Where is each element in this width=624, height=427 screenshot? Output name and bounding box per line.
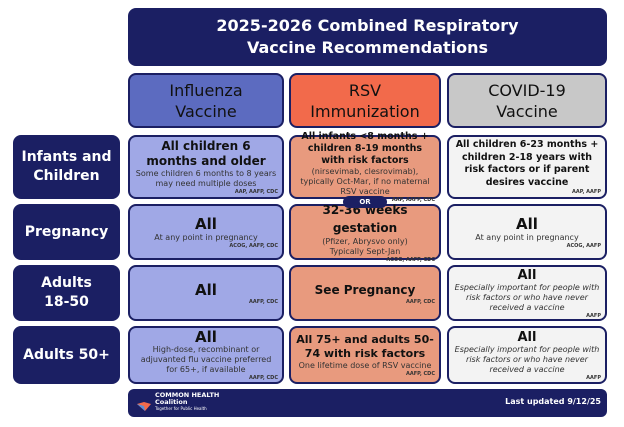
cell-source: ACOG, AAFP	[566, 243, 601, 249]
cell-source: AAFP, CDC	[405, 371, 435, 377]
cell-infants-flu: All children 6 months and older Some chil…	[128, 135, 284, 199]
cell-note: At any point in pregnancy	[154, 233, 258, 242]
cell-main: All	[517, 329, 537, 345]
cell-main: All 75+ and adults 50-74 with risk facto…	[296, 333, 434, 360]
column-header-rsv: RSV Immunization	[289, 73, 441, 128]
cell-note: At any point in pregnancy	[475, 233, 579, 242]
cell-source: AAP, AAFP, CDC	[391, 197, 435, 203]
cell-note: High-dose, recombinant or adjuvanted flu…	[140, 345, 272, 374]
cell-source: AAFP	[586, 374, 601, 381]
column-header-influenza: Influenza Vaccine	[128, 73, 284, 128]
cell-main: All children 6-23 months + children 2-18…	[455, 139, 599, 188]
cell-50plus-covid: All Especially important for people with …	[447, 326, 607, 384]
cell-note: One lifetime dose of RSV vaccine	[298, 361, 432, 370]
or-badge: OR	[343, 196, 387, 208]
footer: COMMON HEALTH Coalition Together for Publi…	[128, 389, 607, 417]
cell-main: All infants <8 months + children 8-19 mo…	[301, 131, 429, 166]
cell-note: (nirsevimab, clesrovimab), typically Oct…	[300, 167, 430, 196]
cell-infants-covid: All children 6-23 months + children 2-18…	[447, 135, 607, 199]
logo-text: COMMON HEALTH Coalition Together for Publi…	[155, 391, 220, 412]
row-label-pregnancy: Pregnancy	[13, 204, 120, 260]
cell-main: All	[517, 267, 537, 283]
cell-source: AAFP, CDC	[248, 299, 278, 305]
cell-note: Especially important for people with ris…	[454, 282, 600, 312]
row-label-infants: Infants and Children	[13, 135, 120, 199]
cell-note: Some children 6 months to 8 years may ne…	[135, 169, 277, 188]
cell-pregnancy-covid: All At any point in pregnancy ACOG, AAFP	[447, 204, 607, 260]
cell-main: All	[195, 215, 217, 233]
cell-main: All	[516, 215, 538, 233]
cell-source: ACOG, AAFP, CDC	[386, 257, 435, 263]
page-title: 2025-2026 Combined Respiratory Vaccine R…	[128, 8, 607, 66]
cell-source: AAP, AAFP, CDC	[234, 189, 278, 195]
cell-main: See Pregnancy	[314, 283, 416, 297]
cell-pregnancy-flu: All At any point in pregnancy ACOG, AAFP, …	[128, 204, 284, 260]
cell-adults-rsv: See Pregnancy AAFP, CDC	[289, 265, 441, 321]
cell-adults-flu: All AAFP, CDC	[128, 265, 284, 321]
cell-main: 32-36 weeks gestation	[322, 203, 408, 235]
cell-main: All	[195, 281, 217, 299]
cell-50plus-rsv: All 75+ and adults 50-74 with risk facto…	[289, 326, 441, 384]
cell-infants-rsv: All infants <8 months + children 8-19 mo…	[289, 131, 441, 203]
last-updated: Last updated 9/12/25	[505, 397, 601, 406]
cell-source: AAFP, CDC	[405, 299, 435, 305]
cell-note: Especially important for people with ris…	[454, 344, 600, 374]
cell-source: ACOG, AAFP, CDC	[229, 243, 278, 249]
cell-main: All	[195, 328, 217, 346]
cell-source: AAFP	[586, 312, 601, 319]
logo-icon	[136, 397, 152, 411]
cell-pregnancy-rsv: 32-36 weeks gestation (Pfizer, Abrysvo on…	[289, 203, 441, 263]
column-header-covid: COVID-19 Vaccine	[447, 73, 607, 128]
cell-source: AAP, AAFP	[572, 189, 601, 195]
cell-note: (Pfizer, Abrysvo only) Typically Sept-Ja…	[322, 237, 408, 256]
row-label-adults-50: Adults 50+	[13, 326, 120, 384]
row-label-adults-18-50: Adults 18-50	[13, 265, 120, 321]
cell-50plus-flu: All High-dose, recombinant or adjuvanted …	[128, 326, 284, 384]
cell-main: All children 6 months and older	[146, 139, 266, 168]
cell-adults-covid: All Especially important for people with …	[447, 265, 607, 321]
cell-source: AAFP, CDC	[248, 375, 278, 381]
